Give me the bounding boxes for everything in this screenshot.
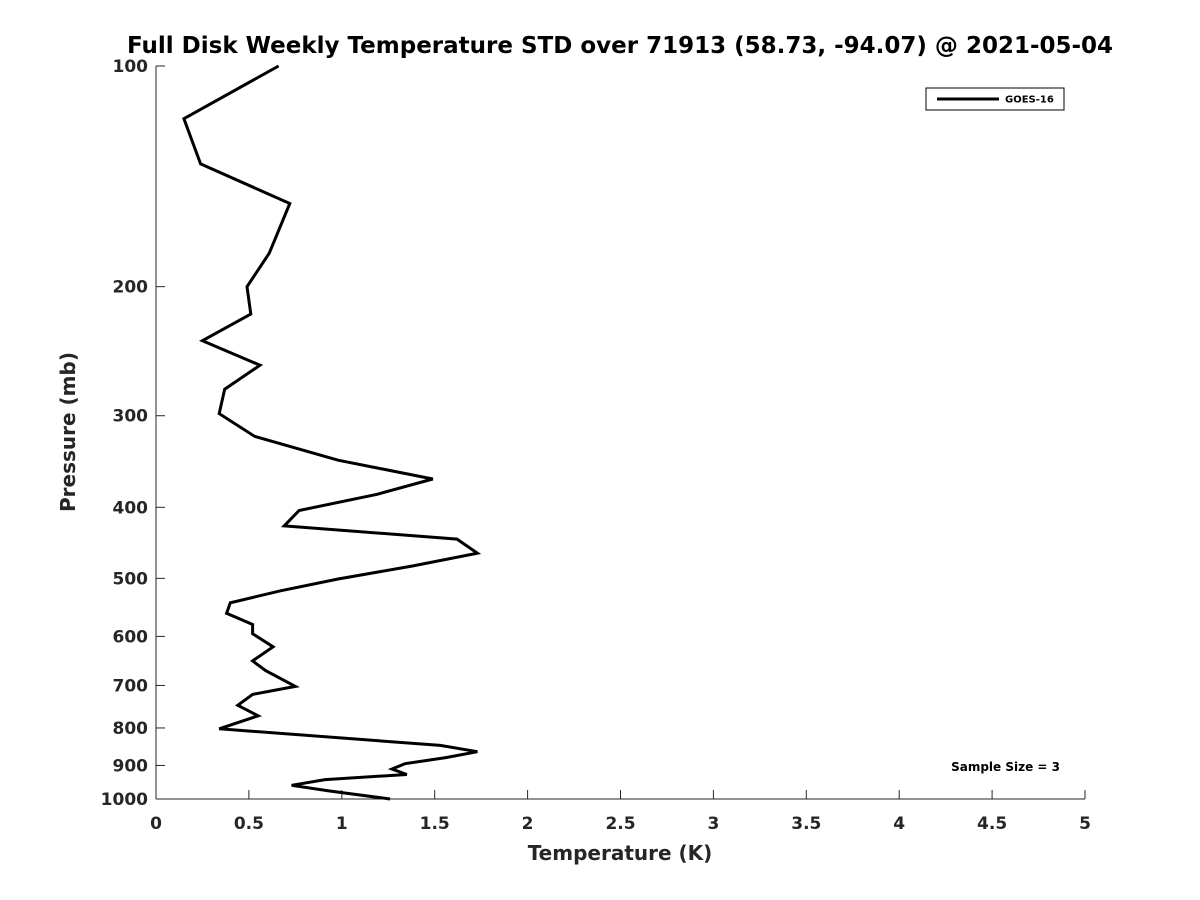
y-axis-ticks: 100 200 300 400 500 600 700 800 900 1000 xyxy=(101,57,165,810)
x-axis-label: Temperature (K) xyxy=(528,841,713,865)
sample-size-annotation: Sample Size = 3 xyxy=(951,760,1060,774)
x-tick-label: 1 xyxy=(336,814,348,834)
y-tick-label: 300 xyxy=(113,407,149,427)
legend-label-goes-16: GOES-16 xyxy=(1005,95,1054,106)
x-tick-label: 4.5 xyxy=(977,814,1007,834)
x-tick-label: 0.5 xyxy=(234,814,264,834)
y-tick-label: 100 xyxy=(113,57,149,77)
y-tick-label: 400 xyxy=(113,498,149,518)
y-tick-label: 900 xyxy=(113,756,149,776)
x-tick-label: 2.5 xyxy=(605,814,635,834)
y-tick-label: 500 xyxy=(113,569,149,589)
x-tick-label: 3.5 xyxy=(791,814,821,834)
y-tick-label: 700 xyxy=(113,676,149,696)
legend: GOES-16 xyxy=(925,87,1065,111)
x-tick-label: 2 xyxy=(522,814,534,834)
y-tick-label: 1000 xyxy=(101,790,148,810)
x-tick-label: 5 xyxy=(1079,814,1091,834)
y-tick-label: 600 xyxy=(113,627,149,647)
x-tick-label: 0 xyxy=(150,814,162,834)
y-axis-label: Pressure (mb) xyxy=(56,352,80,512)
x-axis-ticks: 0 0.5 1 1.5 2 2.5 3 3.5 4 4.5 5 xyxy=(150,790,1091,834)
y-tick-label: 800 xyxy=(113,719,149,739)
x-tick-label: 3 xyxy=(707,814,719,834)
series-line-goes-16 xyxy=(182,64,482,801)
y-tick-label: 200 xyxy=(113,278,149,298)
x-tick-label: 1.5 xyxy=(420,814,450,834)
chart-title: Full Disk Weekly Temperature STD over 71… xyxy=(127,33,1113,59)
series-group xyxy=(182,64,482,801)
x-tick-label: 4 xyxy=(893,814,905,834)
